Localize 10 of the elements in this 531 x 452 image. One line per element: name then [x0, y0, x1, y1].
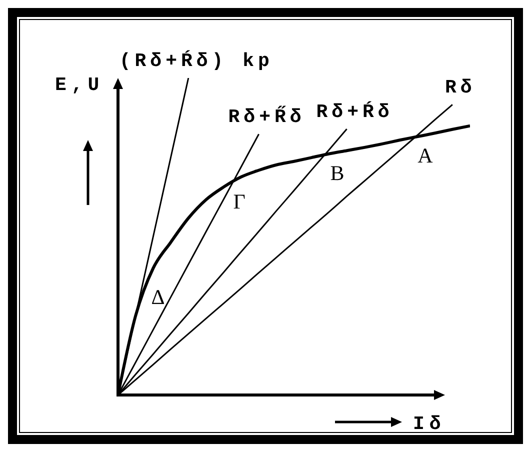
annotation: Γ: [233, 190, 246, 214]
y-axis-title: E,U: [55, 74, 104, 96]
series-label: Rδ+R̋δ: [228, 106, 306, 128]
annotation: A: [418, 144, 434, 168]
annotation: B: [330, 160, 344, 185]
series-label: Rδ: [444, 76, 476, 99]
annotation: Δ: [151, 285, 165, 309]
series-label: Rδ+Ŕδ: [316, 101, 394, 124]
series-label: (Rδ+Ŕδ) kp: [119, 50, 274, 72]
x-axis-title: Iδ: [413, 413, 446, 435]
